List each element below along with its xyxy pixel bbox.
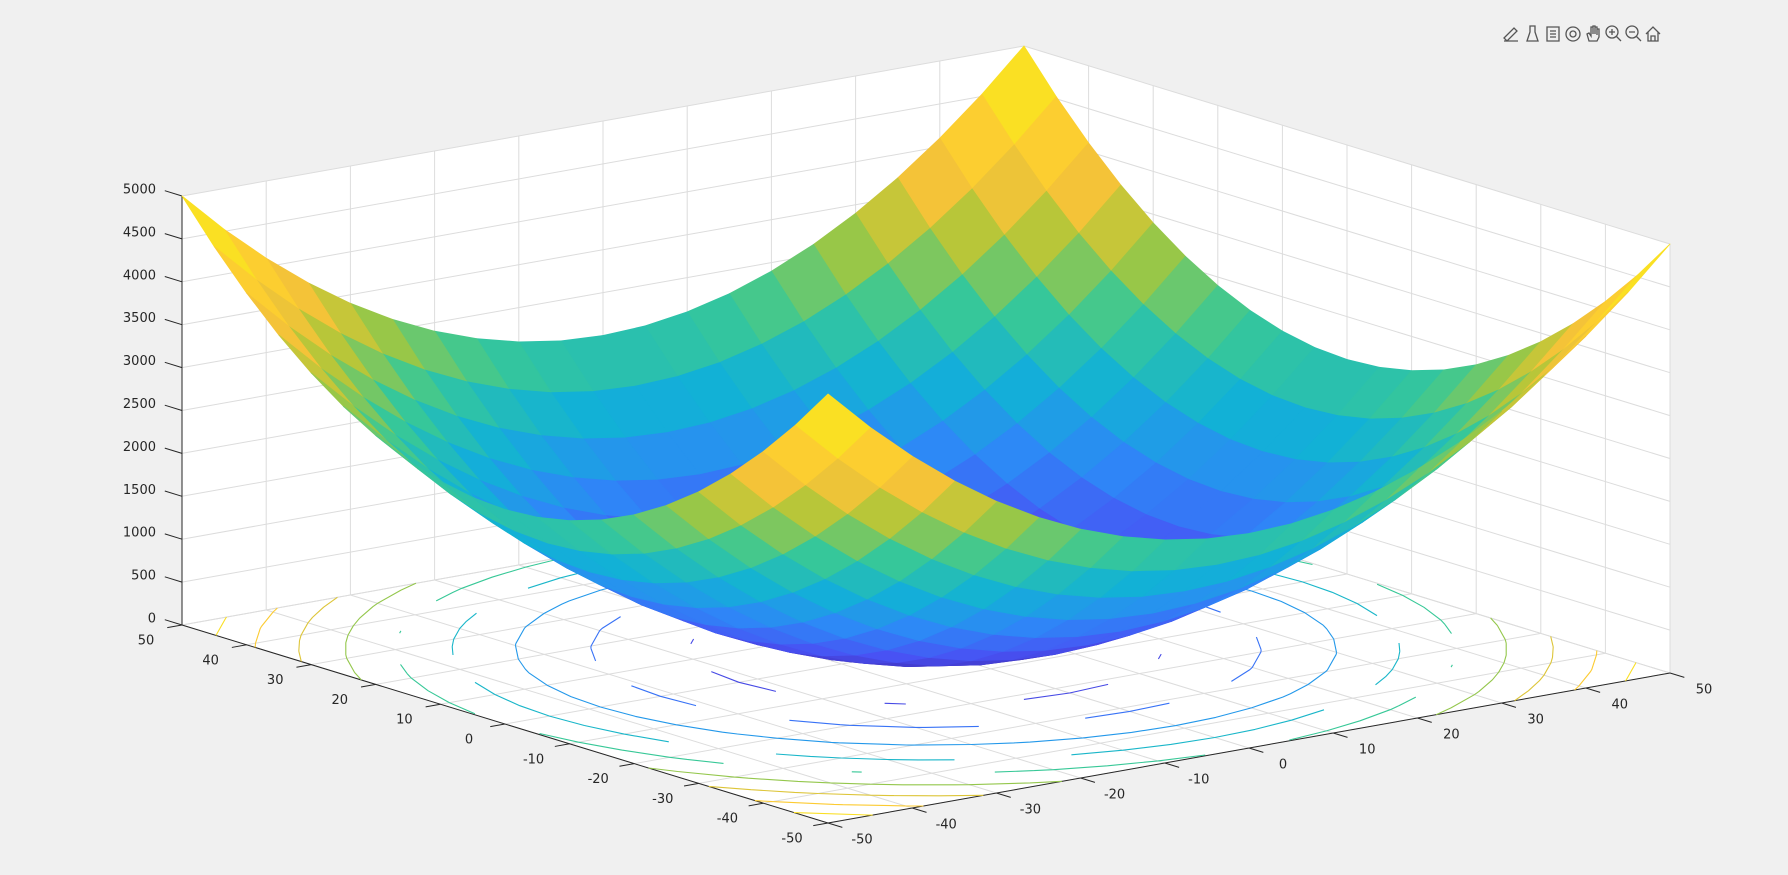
tick-label: 50 <box>138 634 155 649</box>
tick-label: 3000 <box>123 354 156 369</box>
grid-line <box>1023 131 1671 331</box>
grid-line <box>763 652 1606 804</box>
tick-label: 1500 <box>123 483 156 498</box>
grid-line <box>634 613 1477 765</box>
tick-label: 4500 <box>123 225 156 240</box>
tick-mark <box>164 361 183 369</box>
tick-label: 40 <box>1612 698 1629 713</box>
tick-mark <box>827 822 843 828</box>
tick-label: 500 <box>131 569 156 584</box>
toolbar-home[interactable] <box>1645 26 1661 42</box>
toolbar-edit[interactable] <box>1503 27 1518 42</box>
tick-mark <box>996 792 1011 798</box>
tick-mark <box>231 644 247 648</box>
tick-label: 10 <box>1359 743 1376 758</box>
tick-mark <box>164 318 183 326</box>
surface-patch <box>795 393 871 459</box>
tick-label: -20 <box>1104 788 1125 803</box>
tick-label: 2000 <box>123 440 156 455</box>
tick-mark <box>164 490 183 497</box>
tick-mark <box>164 533 183 540</box>
toolbar-zoom-out[interactable] <box>1625 25 1642 42</box>
tick-label: -50 <box>781 832 802 847</box>
tick-mark <box>296 664 312 668</box>
grid-line <box>181 88 1025 240</box>
tick-label: 0 <box>1279 758 1287 773</box>
contour-line <box>399 525 1453 773</box>
tick-label: 0 <box>465 733 473 748</box>
tick-mark <box>748 802 764 807</box>
tick-mark <box>1333 732 1348 738</box>
toolbar-rotate[interactable] <box>1565 26 1581 42</box>
toolbar-zoom-in[interactable] <box>1605 25 1622 42</box>
tick-label: -40 <box>717 812 738 827</box>
grid-line <box>181 45 1025 197</box>
tick-label: 1000 <box>123 526 156 541</box>
tick-mark <box>1248 747 1264 753</box>
tick-mark <box>167 624 183 629</box>
tick-mark <box>164 233 183 240</box>
toolbar-pan[interactable] <box>1586 25 1600 42</box>
tick-label: 20 <box>332 693 349 708</box>
tick-mark <box>490 723 506 728</box>
tick-mark <box>683 782 699 787</box>
tick-mark <box>1417 717 1432 723</box>
tick-mark <box>1669 672 1685 678</box>
tick-mark <box>164 576 183 583</box>
tick-label: 10 <box>396 713 413 728</box>
tick-mark <box>813 822 829 827</box>
tick-mark <box>554 743 570 747</box>
grid-line <box>181 131 1025 283</box>
tick-label: 20 <box>1443 728 1460 743</box>
tick-label: -30 <box>1020 803 1041 818</box>
tick-mark <box>912 807 927 813</box>
tick-mark <box>619 763 635 767</box>
tick-mark <box>164 619 183 626</box>
tick-label: -10 <box>523 752 544 767</box>
tick-mark <box>1501 702 1517 708</box>
tick-mark <box>164 404 183 411</box>
plot-area: 0500100015002000250030003500400045005000… <box>123 45 1713 848</box>
grid-line <box>569 593 1412 745</box>
tick-label: -20 <box>588 772 609 787</box>
tick-label: 30 <box>267 673 284 688</box>
tick-label: 4000 <box>123 268 156 283</box>
tick-mark <box>1164 762 1180 768</box>
tick-label: 3500 <box>123 311 156 326</box>
tick-label: 40 <box>202 653 219 668</box>
tick-label: 30 <box>1527 713 1544 728</box>
tick-mark <box>425 703 441 708</box>
tick-mark <box>164 276 183 283</box>
tick-label: 2500 <box>123 397 156 412</box>
tick-mark <box>1080 777 1096 783</box>
toolbar-datatip[interactable] <box>1546 26 1560 42</box>
toolbar-brush[interactable] <box>1526 25 1539 42</box>
tick-mark <box>164 190 183 197</box>
tick-label: -10 <box>1188 773 1209 788</box>
tick-mark <box>360 683 376 688</box>
grid-line <box>1023 88 1671 288</box>
tick-label: -50 <box>851 833 872 848</box>
tick-label: -30 <box>652 792 673 807</box>
toolbar <box>1503 25 1661 42</box>
tick-label: 50 <box>1696 683 1713 698</box>
tick-label: 0 <box>148 612 156 627</box>
tick-mark <box>164 447 183 454</box>
tick-mark <box>1585 687 1601 693</box>
grid-line <box>1023 45 1671 245</box>
tick-label: 5000 <box>123 183 156 198</box>
tick-label: -40 <box>936 818 957 833</box>
